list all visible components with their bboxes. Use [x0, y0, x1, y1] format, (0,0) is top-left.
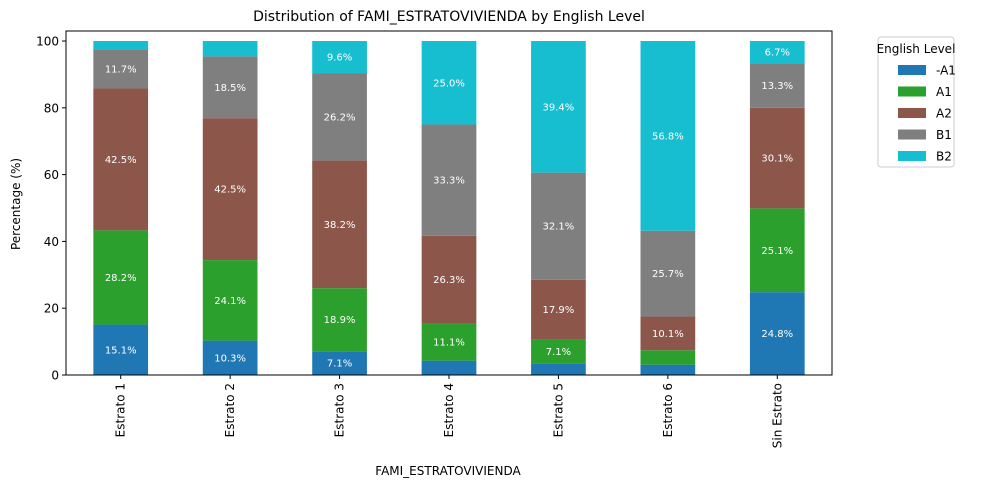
x-tick-label: Sin Estrato	[770, 383, 784, 448]
legend-box	[877, 36, 955, 168]
bar-value-label: 28.2%	[105, 273, 137, 284]
bar-segment	[640, 230, 696, 317]
bar-segment	[531, 172, 586, 280]
bar-segment	[749, 63, 805, 108]
bar-value-label: 9.6%	[327, 53, 352, 64]
bar-segment	[421, 235, 477, 324]
bar-value-label: 7.1%	[546, 347, 571, 358]
legend-swatch	[898, 129, 926, 140]
bar-value-label: 56.8%	[652, 131, 684, 142]
y-tick-label: 80	[44, 101, 59, 115]
bar-segment	[421, 323, 477, 361]
x-tick-label: Estrato 6	[661, 383, 675, 437]
bar-value-label: 38.2%	[324, 220, 356, 231]
bar-value-label: 18.5%	[214, 83, 246, 94]
y-tick-label: 0	[51, 369, 59, 383]
bar-value-label: 26.3%	[433, 275, 465, 286]
legend-swatch	[898, 108, 926, 118]
bar-value-label: 7.1%	[327, 359, 352, 370]
bar-segment	[312, 41, 367, 74]
bar-segment	[531, 41, 586, 173]
bar-value-label: 18.9%	[324, 315, 356, 326]
legend-label: B2	[936, 150, 952, 164]
bar-segment	[312, 73, 367, 161]
bar-segment	[531, 279, 586, 340]
bar-segment	[749, 292, 805, 375]
bar-segment	[749, 107, 805, 209]
legend-label: A1	[936, 85, 952, 99]
bar-value-label: 25.7%	[652, 269, 684, 280]
legend: English Level -A1 A1 A2 B1 B2	[877, 36, 956, 168]
bar-segment	[640, 316, 696, 351]
legend-label: B1	[936, 128, 952, 142]
bar-segment	[202, 41, 258, 57]
bar-value-label: 25.0%	[433, 78, 465, 89]
bar-segment	[312, 351, 367, 375]
x-tick-label: Estrato 4	[442, 383, 456, 437]
bar-segment	[93, 230, 149, 325]
bar-value-label: 32.1%	[543, 222, 575, 233]
bar-segment	[93, 324, 149, 375]
bar-value-label: 6.7%	[765, 48, 790, 59]
legend-swatch	[898, 65, 926, 75]
bar-segment	[749, 41, 805, 64]
bar-segment	[202, 118, 258, 261]
bar-value-label: 24.8%	[761, 329, 793, 340]
bar-value-label: 30.1%	[761, 154, 793, 165]
bar-value-label: 10.3%	[214, 353, 246, 364]
bar-segment	[640, 350, 696, 365]
bar-value-label: 25.1%	[761, 246, 793, 257]
x-tick-label: Estrato 1	[114, 383, 128, 437]
legend-label: A2	[936, 107, 952, 121]
x-axis-label: FAMI_ESTRATOVIVIENDA	[375, 464, 521, 478]
bar-value-label: 39.4%	[543, 102, 575, 113]
x-axis: Estrato 1 Estrato 2 Estrato 3 Estrato 4 Estr…	[114, 375, 784, 448]
x-tick-label: Estrato 2	[223, 383, 237, 437]
bar-segment	[202, 56, 258, 119]
y-tick-label: 60	[44, 168, 59, 182]
legend-swatch	[898, 86, 926, 97]
bar-segment	[531, 339, 586, 364]
bar-segment	[312, 160, 367, 289]
bar-segment	[202, 340, 258, 375]
plot-area: 15.1% 28.2% 42.5% 11.7% 10.3% 24.1% 42.5% 18.5%…	[65, 30, 833, 376]
x-tick-label: Estrato 3	[333, 383, 347, 437]
y-tick-label: 100	[36, 35, 59, 49]
bar-segment	[421, 124, 477, 236]
bar-value-label: 15.1%	[105, 345, 137, 356]
bar-segment	[93, 49, 149, 89]
bar-value-label: 33.3%	[433, 176, 465, 187]
bar-segment	[640, 364, 696, 375]
bar-segment	[421, 360, 477, 375]
bar-value-label: 42.5%	[214, 185, 246, 196]
bar-segment	[202, 260, 258, 341]
x-tick-label: Estrato 5	[551, 383, 565, 437]
y-tick-label: 20	[44, 302, 59, 316]
bar-value-label: 11.7%	[105, 64, 137, 75]
bar-value-label: 26.2%	[324, 112, 356, 123]
bar-value-label: 24.1%	[214, 296, 246, 307]
bar-value-label: 13.3%	[761, 81, 793, 92]
bar-segment	[421, 41, 477, 125]
y-tick-label: 40	[44, 235, 59, 249]
y-axis-label: Percentage (%)	[9, 158, 23, 250]
legend-title: English Level	[877, 42, 956, 56]
bar-value-label: 10.1%	[652, 329, 684, 340]
bar-segment	[640, 41, 696, 231]
legend-label: -A1	[936, 64, 956, 78]
bar-value-label: 42.5%	[105, 155, 137, 166]
bar-segment	[93, 88, 149, 231]
chart-title: Distribution of FAMI_ESTRATOVIVIENDA by …	[253, 9, 645, 25]
bar-segment	[749, 208, 805, 293]
bar-segment	[531, 363, 586, 375]
bar-value-label: 17.9%	[543, 305, 575, 316]
bar-segment	[312, 288, 367, 352]
y-axis: 0 20 40 60 80 100	[36, 35, 66, 383]
bar-value-label: 11.1%	[433, 338, 465, 349]
legend-swatch	[898, 151, 926, 161]
bar-segment	[93, 41, 149, 50]
